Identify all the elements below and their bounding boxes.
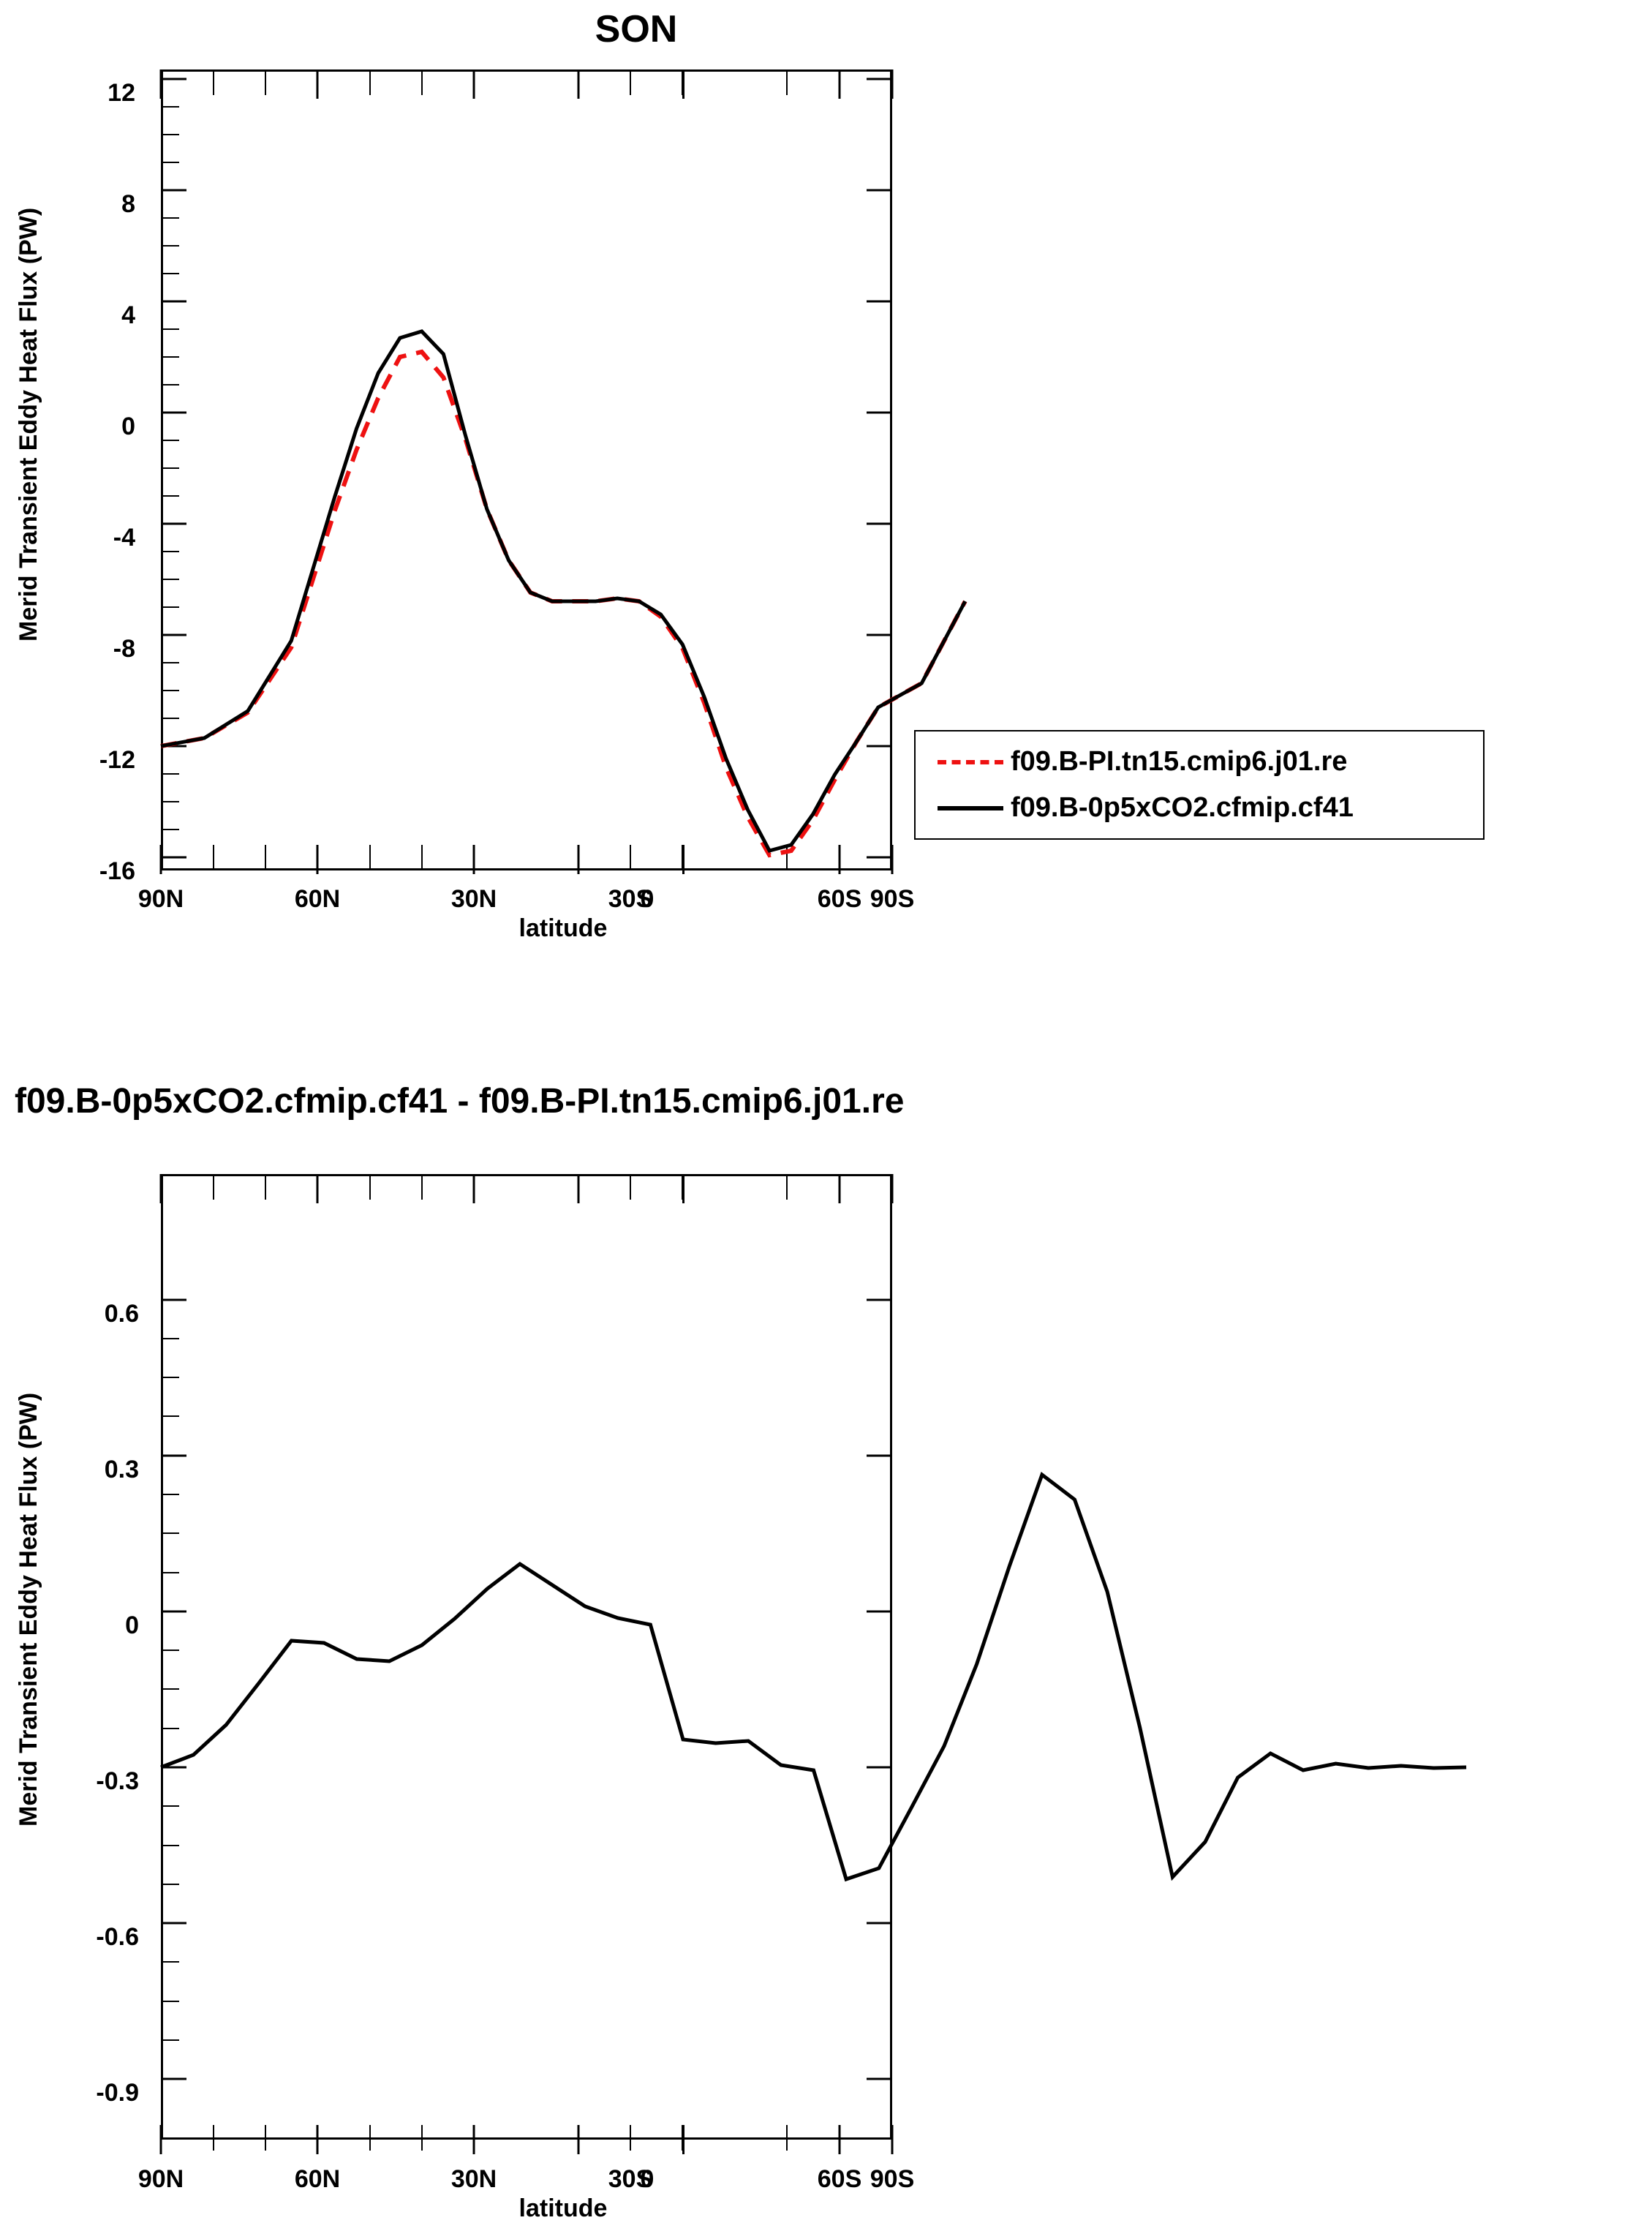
panel2-x-axis-label: latitude <box>453 2194 673 2223</box>
panel1-x-axis-label: latitude <box>453 914 673 943</box>
panel2-svg <box>0 1039 1652 2148</box>
panel2-xtick-4: 30S <box>583 2165 678 2194</box>
panel1-svg <box>0 0 1652 1039</box>
panel2-xtick-6: 90S <box>845 2165 940 2194</box>
panel1-xtick-2: 30N <box>426 885 521 914</box>
panel2-xtick-2: 30N <box>426 2165 521 2194</box>
legend-label-1: f09.B-0p5xCO2.cfmip.cf41 <box>1011 792 1354 824</box>
panel2-xtick-0: 90N <box>113 2165 208 2194</box>
panel1-xtick-0: 90N <box>113 885 208 914</box>
legend-line-dashed <box>938 760 1003 764</box>
panel2-container: f09.B-0p5xCO2.cfmip.cf41 - f09.B-PI.tn15… <box>0 1039 1652 2148</box>
panel1-xtick-1: 60N <box>270 885 365 914</box>
panel1-container: SON Merid Transient Eddy Heat Flux (PW) … <box>0 0 1652 1039</box>
panel1-xtick-4: 30S <box>583 885 678 914</box>
legend-item-0[interactable]: f09.B-PI.tn15.cmip6.j01.re <box>938 746 1461 778</box>
panel2-xtick-1: 60N <box>270 2165 365 2194</box>
legend-line-solid <box>938 806 1003 810</box>
panel1-xtick-6: 90S <box>845 885 940 914</box>
legend-item-1[interactable]: f09.B-0p5xCO2.cfmip.cf41 <box>938 792 1461 824</box>
legend-label-0: f09.B-PI.tn15.cmip6.j01.re <box>1011 746 1347 778</box>
panel1-legend[interactable]: f09.B-PI.tn15.cmip6.j01.re f09.B-0p5xCO2… <box>914 730 1485 840</box>
